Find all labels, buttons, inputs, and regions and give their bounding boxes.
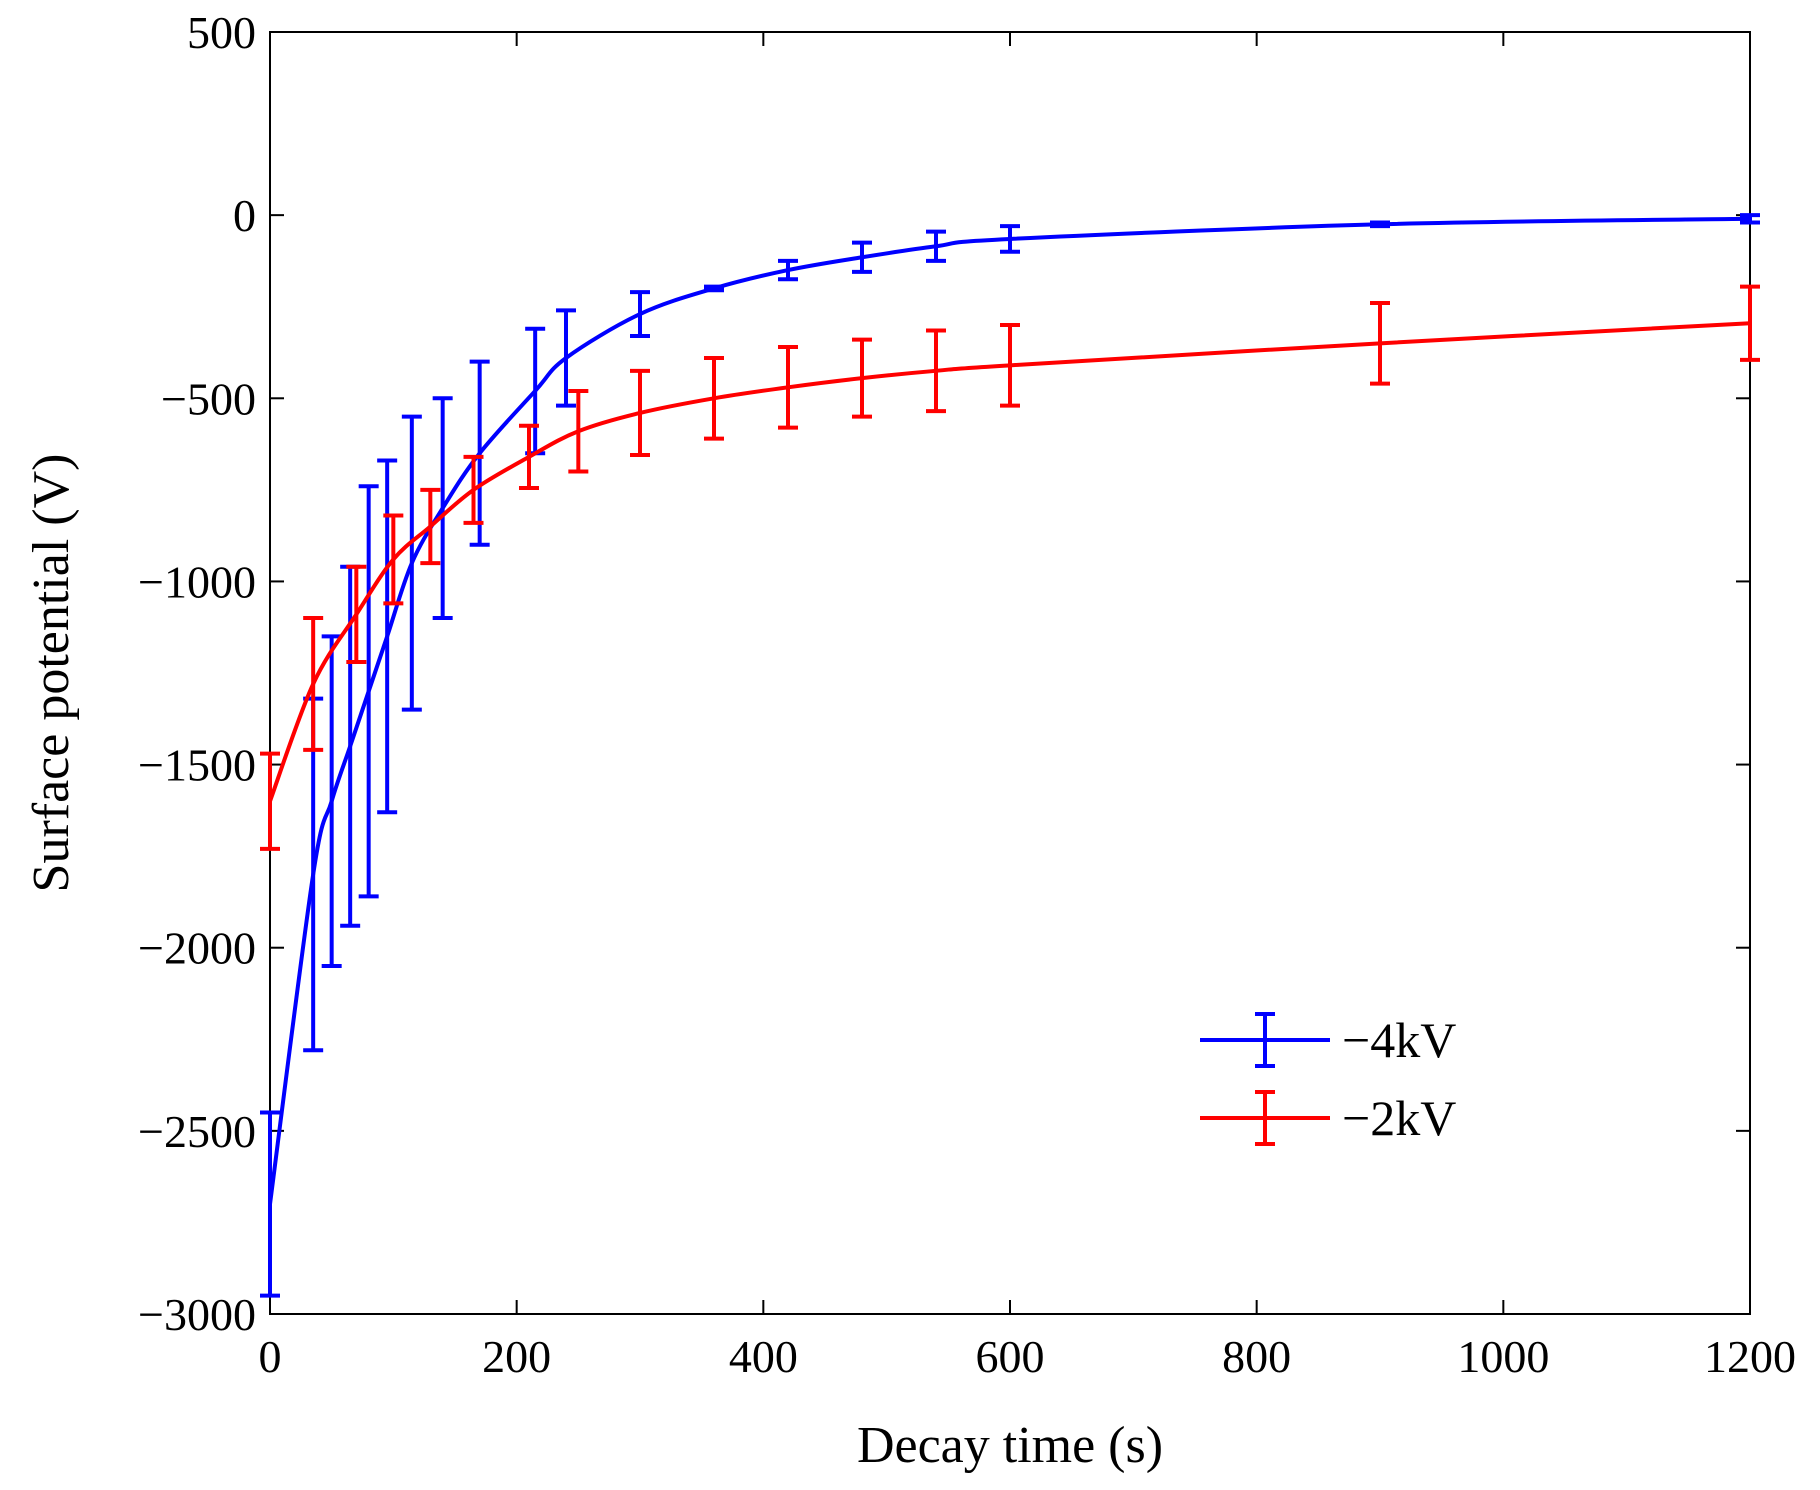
error-bar [1000, 224, 1020, 254]
legend-entry: −2kV [1200, 1090, 1456, 1146]
error-bar [358, 484, 379, 899]
error-bar [260, 1110, 280, 1298]
error-bar [1740, 284, 1760, 362]
error-bar [519, 423, 539, 491]
y-tick-label: −1000 [138, 556, 256, 607]
error-bar [1740, 213, 1760, 225]
y-tick-label: −500 [161, 373, 256, 424]
x-tick-label: 800 [1222, 1331, 1291, 1382]
series-line [268, 321, 1751, 802]
error-bar [1370, 301, 1390, 386]
error-bar [556, 308, 576, 408]
error-bar [401, 414, 422, 712]
legend-label: −2kV [1342, 1090, 1456, 1146]
legend: −4kV −2kV [1200, 1012, 1456, 1146]
y-tick-label: −2000 [138, 923, 256, 974]
error-bar [260, 751, 280, 851]
error-bar [704, 284, 724, 293]
x-tick-label: 0 [259, 1331, 282, 1382]
error-bar [568, 388, 589, 474]
y-tick-label: −2500 [138, 1106, 256, 1157]
x-tick-label: 1000 [1457, 1331, 1549, 1382]
y-axis-title: Surface potential (V) [23, 454, 80, 893]
error-bar [630, 368, 650, 458]
y-tick-label: −3000 [138, 1289, 256, 1340]
x-tick-label: 1200 [1704, 1331, 1796, 1382]
y-tick-label: 500 [187, 7, 256, 58]
series-line [268, 216, 1751, 1205]
legend-entry: −4kV [1200, 1012, 1456, 1068]
series-1 [260, 213, 1760, 1298]
error-bar [346, 564, 367, 665]
error-bar [383, 513, 404, 606]
error-bar [463, 454, 484, 525]
error-bar [1370, 220, 1390, 229]
error-bar [852, 337, 872, 419]
error-bar [321, 634, 342, 969]
error-bar [852, 240, 872, 274]
series-2 [260, 284, 1760, 851]
error-bar [420, 487, 441, 566]
error-bar [377, 458, 398, 815]
x-tick-label: 400 [729, 1331, 798, 1382]
x-axis-title: Decay time (s) [857, 1417, 1163, 1474]
axis-ticks: 0 200 400 600 800 1000 1200 500 0 −500 −1000 −1500 −… [138, 7, 1796, 1382]
y-tick-label: 0 [233, 190, 256, 241]
x-tick-label: 200 [482, 1331, 551, 1382]
series-layer [260, 213, 1760, 1298]
error-bar [303, 616, 324, 752]
error-bar [778, 345, 798, 430]
x-tick-label: 600 [976, 1331, 1045, 1382]
error-bar [469, 359, 490, 547]
error-bar [432, 396, 453, 621]
error-bar [704, 355, 724, 441]
error-bar [1000, 323, 1020, 408]
legend-label: −4kV [1342, 1012, 1456, 1068]
error-bar [926, 328, 946, 414]
error-bar [926, 229, 946, 263]
y-tick-label: −1500 [138, 740, 256, 791]
error-bar [630, 290, 650, 339]
error-bar [778, 258, 798, 282]
